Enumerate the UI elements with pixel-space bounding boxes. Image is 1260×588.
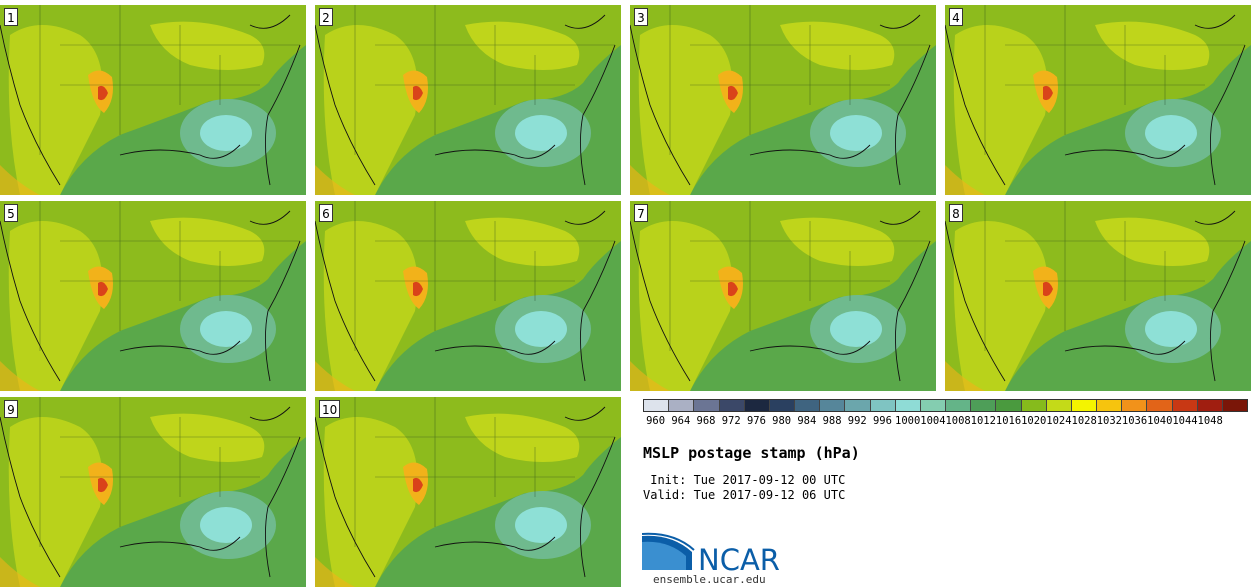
colorbar-segment — [845, 400, 871, 411]
colorbar-segment — [1021, 400, 1047, 411]
colorbar-tick-label: 960 — [646, 415, 666, 427]
colorbar-tick-label: 1020 — [1021, 415, 1047, 427]
colorbar-tick-label: 972 — [721, 415, 741, 427]
panel-number: 10 — [319, 400, 341, 418]
map-panel-9: 9 — [0, 397, 306, 587]
colorbar-tick-label: 968 — [696, 415, 716, 427]
colorbar-segment — [719, 400, 745, 411]
colorbar-tick-label: 1040 — [1147, 415, 1173, 427]
colorbar-segment — [669, 400, 695, 411]
map-panel-3: 3 — [630, 5, 936, 195]
colorbar-segment — [895, 400, 921, 411]
colorbar-segment — [1172, 400, 1198, 411]
colorbar-segment — [920, 400, 947, 411]
colorbar-segment — [1222, 400, 1248, 411]
map-panel-8: 8 — [945, 201, 1251, 391]
chart-title: MSLP postage stamp (hPa) — [643, 444, 860, 462]
ncar-logo-text: NCAR — [698, 543, 780, 577]
colorbar-tick-label: 1044 — [1172, 415, 1198, 427]
init-time: Init: Tue 2017-09-12 00 UTC — [643, 473, 846, 487]
mslp-map — [0, 201, 306, 391]
colorbar-tick-label: 1036 — [1121, 415, 1148, 427]
colorbar-tick-label: 964 — [671, 415, 691, 427]
colorbar-tick-label: 1024 — [1046, 415, 1072, 427]
colorbar-segment — [1147, 400, 1173, 411]
colorbar-segment — [1046, 400, 1072, 411]
colorbar-tick-label: 1012 — [970, 415, 996, 427]
colorbar-tick-label: 1048 — [1197, 415, 1223, 427]
colorbar-segment — [1071, 400, 1098, 411]
mslp-map — [0, 397, 306, 587]
colorbar-segment — [644, 400, 670, 411]
panel-number: 6 — [319, 204, 333, 222]
ncar-logo-icon — [642, 532, 695, 570]
colorbar-tick-label: 992 — [847, 415, 867, 427]
mslp-map — [0, 5, 306, 195]
colorbar-tick-label: 1008 — [945, 415, 971, 427]
map-panel-5: 5 — [0, 201, 306, 391]
colorbar-tick-label: 1032 — [1096, 415, 1122, 427]
map-panel-4: 4 — [945, 5, 1251, 195]
panel-number: 2 — [319, 8, 333, 26]
valid-time: Valid: Tue 2017-09-12 06 UTC — [643, 488, 846, 502]
map-panel-2: 2 — [315, 5, 621, 195]
colorbar-segment — [1197, 400, 1223, 411]
colorbar-tick-label: 1004 — [920, 415, 946, 427]
colorbar-tick-label: 1016 — [995, 415, 1022, 427]
colorbar-segment — [1097, 400, 1123, 411]
colorbar-tick-labels: 960 964 968 972 976 980 984 988 992 996 1000 1004 10… — [633, 415, 1253, 429]
map-panel-1: 1 — [0, 5, 306, 195]
colorbar-segment — [795, 400, 821, 411]
colorbar-segment — [946, 400, 972, 411]
panel-number: 4 — [949, 8, 963, 26]
colorbar-tick-label: 988 — [822, 415, 842, 427]
map-panel-10: 10 — [315, 397, 621, 587]
colorbar-tick-label: 1000 — [895, 415, 921, 427]
colorbar-segment — [996, 400, 1022, 411]
colorbar-segment — [1122, 400, 1148, 411]
colorbar-segment — [820, 400, 846, 411]
colorbar-segment — [744, 400, 770, 411]
panel-number: 5 — [4, 204, 18, 222]
panel-number: 9 — [4, 400, 18, 418]
colorbar-tick-label: 1028 — [1071, 415, 1097, 427]
panel-number: 7 — [634, 204, 648, 222]
colorbar-tick-label: 984 — [797, 415, 817, 427]
panel-number: 3 — [634, 8, 648, 26]
mslp-map — [630, 201, 936, 391]
mslp-map — [630, 5, 936, 195]
mslp-map — [945, 201, 1251, 391]
colorbar-segment — [694, 400, 720, 411]
mslp-map — [315, 201, 621, 391]
colorbar-tick-label: 996 — [872, 415, 892, 427]
panel-number: 8 — [949, 204, 963, 222]
colorbar-segment — [870, 400, 896, 411]
panel-number: 1 — [4, 8, 18, 26]
colorbar-segment — [769, 400, 796, 411]
map-panel-6: 6 — [315, 201, 621, 391]
site-url[interactable]: ensemble.ucar.edu — [653, 573, 766, 586]
colorbar-tick-label: 976 — [746, 415, 766, 427]
mslp-map — [315, 5, 621, 195]
map-panel-7: 7 — [630, 201, 936, 391]
mslp-map — [945, 5, 1251, 195]
colorbar — [643, 399, 1248, 412]
colorbar-tick-label: 980 — [772, 415, 792, 427]
colorbar-segment — [971, 400, 997, 411]
mslp-map — [315, 397, 621, 587]
